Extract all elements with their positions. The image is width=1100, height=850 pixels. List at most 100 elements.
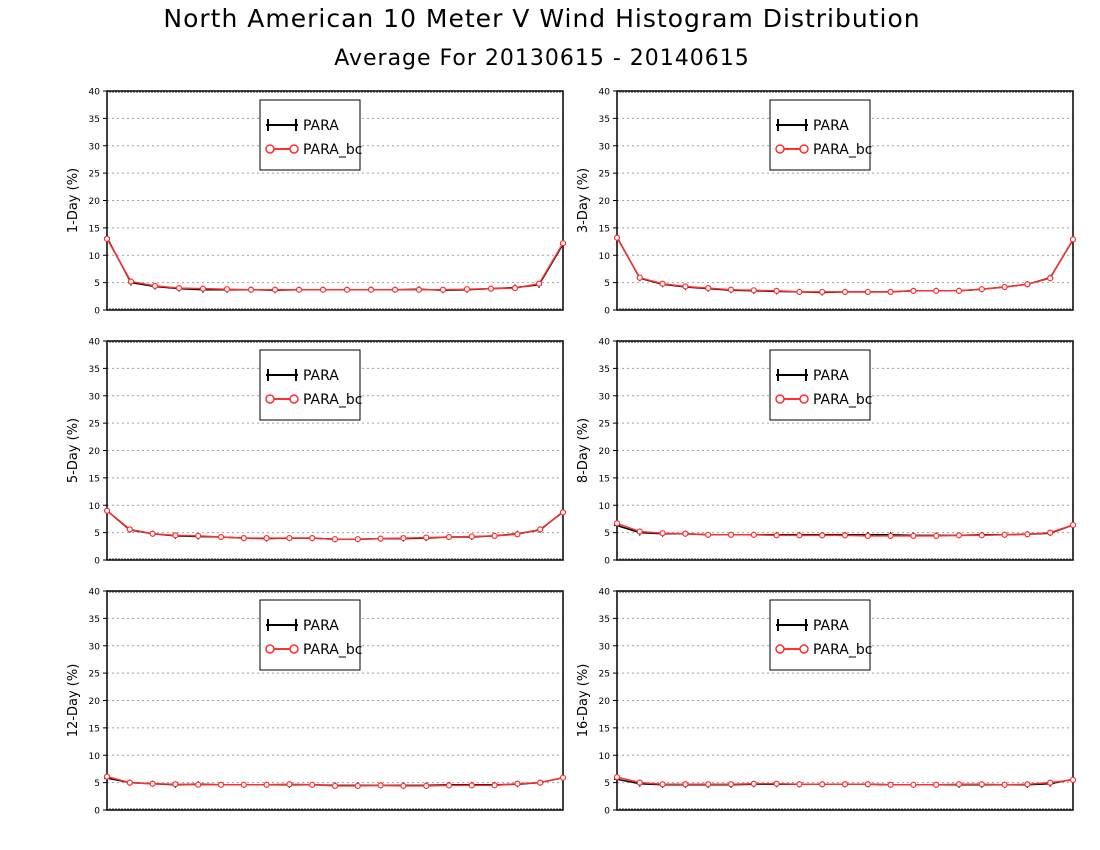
- legend-label: PARA: [813, 368, 849, 384]
- data-point-PARA_bc: [511, 285, 519, 292]
- y-tick-label: 35: [599, 115, 610, 125]
- data-point-PARA_bc: [796, 532, 803, 539]
- legend-label: PARA: [303, 368, 339, 384]
- data-point-PARA_bc: [978, 532, 985, 539]
- data-point-PARA_bc: [955, 781, 963, 788]
- data-point-PARA_bc: [864, 532, 871, 540]
- y-tick-label: 30: [89, 142, 101, 152]
- data-point-PARA_bc: [286, 534, 293, 542]
- y-tick-label: 30: [89, 392, 101, 402]
- y-tick-label: 10: [89, 752, 101, 762]
- y-tick-label: 35: [89, 615, 100, 625]
- legend-box: [259, 99, 361, 171]
- data-point-PARA_bc: [705, 531, 712, 538]
- legend-label: PARA_bc: [813, 392, 872, 408]
- data-point-PARA_bc: [514, 780, 521, 787]
- data-point-PARA_bc: [955, 532, 963, 539]
- y-tick-label: 40: [599, 588, 611, 598]
- y-axis-label: 3-Day (%): [576, 168, 591, 233]
- data-point-PARA_bc: [263, 781, 270, 788]
- data-point-PARA_bc: [103, 773, 111, 780]
- y-tick-label: 30: [599, 642, 611, 652]
- y-tick-label: 15: [89, 224, 100, 234]
- legend-label: PARA_bc: [303, 642, 362, 658]
- data-point-PARA_bc: [613, 234, 621, 241]
- y-tick-label: 30: [599, 392, 611, 402]
- data-point-PARA_bc: [727, 286, 735, 293]
- y-tick-label: 20: [89, 197, 101, 207]
- legend-box: [259, 599, 361, 671]
- data-point-PARA_bc: [463, 286, 471, 293]
- y-tick-label: 10: [599, 252, 611, 262]
- data-point-PARA_bc: [240, 781, 247, 788]
- legend-box: [769, 349, 871, 421]
- data-point-PARA_bc: [613, 520, 621, 527]
- y-tick-label: 0: [94, 557, 100, 567]
- data-point-PARA_bc: [1001, 283, 1008, 291]
- legend-label: PARA_bc: [303, 142, 362, 158]
- legend-box: [769, 599, 871, 671]
- data-point-PARA_bc: [841, 288, 849, 296]
- data-point-PARA_bc: [149, 530, 156, 537]
- y-tick-label: 40: [599, 338, 611, 348]
- legend-marker: [799, 644, 809, 654]
- legend-marker: [265, 394, 275, 404]
- data-point-PARA_bc: [487, 285, 495, 292]
- legend-marker: [289, 644, 299, 654]
- data-point-PARA_bc: [331, 536, 339, 543]
- data-point-PARA_bc: [439, 286, 447, 293]
- legend-label: PARA_bc: [813, 642, 872, 658]
- data-point-PARA_bc: [247, 286, 255, 293]
- y-tick-label: 25: [599, 670, 610, 680]
- data-point-PARA_bc: [309, 534, 316, 542]
- y-tick-label: 35: [89, 365, 100, 375]
- data-point-PARA_bc: [468, 782, 475, 789]
- data-point-PARA_bc: [423, 782, 430, 790]
- y-tick-label: 20: [599, 447, 611, 457]
- chart-title: North American 10 Meter V Wind Histogram…: [163, 4, 921, 33]
- data-point-PARA_bc: [217, 781, 225, 788]
- data-point-PARA_bc: [727, 531, 735, 538]
- chart-subtitle: Average For 20130615 - 20140615: [334, 46, 750, 71]
- data-point-PARA_bc: [682, 283, 689, 290]
- data-point-PARA_bc: [537, 779, 544, 786]
- data-point-PARA_bc: [1069, 521, 1077, 529]
- data-point-PARA_bc: [126, 779, 133, 786]
- y-tick-label: 40: [89, 88, 101, 98]
- data-point-PARA_bc: [149, 780, 156, 787]
- data-point-PARA_bc: [377, 782, 384, 789]
- legend-label: PARA_bc: [303, 392, 362, 408]
- y-tick-label: 35: [89, 115, 100, 125]
- data-point-PARA_bc: [331, 782, 339, 790]
- data-point-PARA_bc: [199, 285, 207, 292]
- y-tick-label: 15: [599, 224, 610, 234]
- data-point-PARA_bc: [491, 782, 498, 789]
- data-point-PARA_bc: [263, 534, 270, 542]
- data-point-PARA_bc: [705, 285, 712, 292]
- data-point-PARA_bc: [1024, 281, 1031, 288]
- data-point-PARA_bc: [750, 780, 757, 787]
- data-point-PARA_bc: [636, 274, 643, 281]
- legend-marker: [775, 394, 785, 404]
- data-point-PARA_bc: [127, 278, 135, 285]
- data-point-PARA_bc: [659, 530, 666, 537]
- data-point-PARA_bc: [240, 534, 247, 542]
- data-point-PARA_bc: [910, 287, 917, 294]
- y-tick-label: 5: [604, 529, 610, 539]
- data-point-PARA_bc: [933, 781, 940, 788]
- data-point-PARA_bc: [423, 534, 430, 541]
- data-point-PARA_bc: [1001, 781, 1008, 788]
- legend-label: PARA: [303, 118, 339, 134]
- chart-panel-1: 0 5 10 15 20 25 30 35 40 1-Day (%) PARA PARA_bc: [66, 88, 567, 317]
- data-point-PARA_bc: [955, 287, 963, 294]
- data-point-PARA_bc: [559, 240, 567, 247]
- data-point-PARA_bc: [126, 526, 133, 533]
- y-tick-label: 10: [599, 752, 611, 762]
- data-point-PARA_bc: [659, 781, 666, 788]
- y-tick-label: 20: [599, 197, 611, 207]
- data-point-PARA_bc: [223, 286, 231, 293]
- data-point-PARA_bc: [773, 780, 780, 787]
- y-tick-label: 0: [604, 807, 610, 817]
- data-point-PARA_bc: [195, 532, 202, 540]
- y-tick-label: 40: [89, 338, 101, 348]
